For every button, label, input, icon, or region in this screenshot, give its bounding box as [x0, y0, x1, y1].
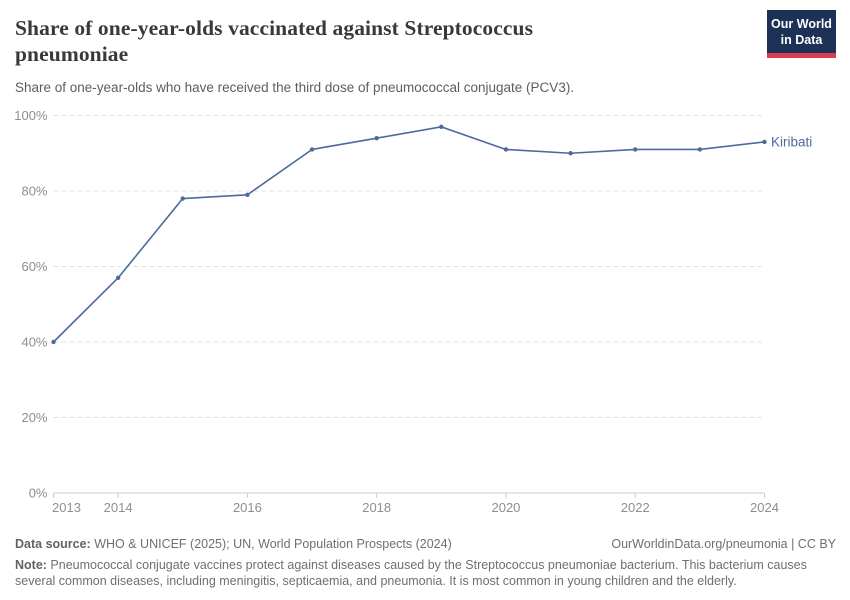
x-tick-label: 2022 [621, 500, 650, 515]
y-tick-label: 80% [21, 184, 47, 199]
data-source-line: Data source: WHO & UNICEF (2025); UN, Wo… [15, 537, 452, 551]
x-tick-label: 2014 [104, 500, 133, 515]
data-source-label: Data source: [15, 536, 91, 551]
y-tick-label: 40% [21, 335, 47, 350]
data-point [697, 147, 703, 152]
logo-line-2: in Data [780, 33, 823, 47]
data-point [439, 124, 444, 130]
y-tick-label: 20% [21, 410, 47, 425]
chart-title: Share of one-year-olds vaccinated agains… [15, 16, 534, 67]
chart-subtitle: Share of one-year-olds who have received… [15, 80, 575, 95]
series-end-label: Kiribati [771, 134, 812, 149]
y-tick-label: 100% [14, 108, 48, 123]
data-point [568, 151, 573, 156]
x-tick-label: 2013 [52, 500, 81, 515]
chart-canvas[interactable]: 0% 20% 40% 60% 80% 100% 2013 2014 2016 2018 2020 20… [0, 0, 850, 528]
note-label: Note: [15, 557, 47, 572]
note-line: Note: Pneumococcal conjugate vaccines pr… [15, 557, 815, 590]
data-point [503, 147, 509, 152]
data-point [309, 147, 315, 152]
footer-row: Data source: WHO & UNICEF (2025); UN, Wo… [15, 537, 836, 551]
data-source-text: WHO & UNICEF (2025); UN, World Populatio… [90, 536, 452, 551]
y-tick-label: 0% [29, 486, 48, 501]
data-point [115, 275, 121, 281]
data-point [374, 135, 379, 141]
data-point [762, 139, 767, 145]
y-tick-label: 60% [21, 259, 47, 274]
note-text: Pneumococcal conjugate vaccines protect … [15, 557, 807, 588]
x-tick-label: 2016 [233, 500, 262, 515]
data-point [633, 147, 638, 152]
data-point [245, 192, 250, 197]
x-tick-label: 2020 [491, 500, 520, 515]
data-line [52, 126, 765, 343]
owid-logo: Our World in Data [767, 10, 836, 58]
attribution-text: OurWorldinData.org/pneumonia | CC BY [611, 536, 836, 551]
data-point [180, 196, 185, 201]
data-point [51, 339, 56, 345]
x-tick-label: 2024 [750, 500, 779, 515]
x-tick-label: 2018 [362, 500, 391, 515]
chart-footer: Data source: WHO & UNICEF (2025); UN, Wo… [15, 537, 836, 590]
logo-line-1: Our World [771, 17, 832, 31]
